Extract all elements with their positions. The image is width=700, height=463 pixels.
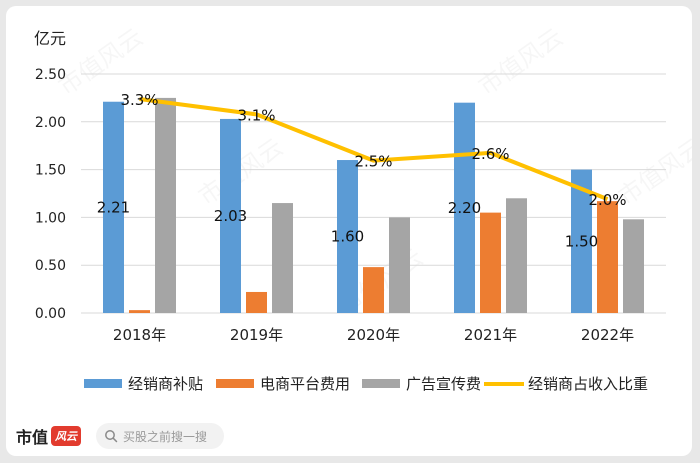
y-unit-label: 亿元 [34,29,66,48]
watermark-text: 市值风云 [473,23,568,101]
data-label: 2.20 [448,199,481,217]
bar-2 [597,201,618,313]
x-tick-label: 2022年 [581,326,634,344]
legend-label: 经销商占收入比重 [528,375,648,393]
bar-3 [389,217,410,313]
bar-3 [272,203,293,313]
data-label: 2.21 [97,198,130,216]
search-box[interactable]: 买股之前搜一搜 [96,423,224,449]
legend-swatch [216,379,254,388]
bar-3 [155,97,176,314]
bar-1 [571,169,592,313]
bar-1 [103,101,124,313]
bar-2 [480,212,501,313]
y-tick-label: 0.50 [35,258,66,274]
line-label: 2.5% [354,153,392,171]
y-tick-label: 2.00 [35,115,66,131]
legend-swatch [362,379,400,388]
x-tick-label: 2019年 [230,326,283,344]
data-label: 1.50 [565,232,598,250]
bar-2 [129,310,150,313]
footer-bar: 市值 风云 买股之前搜一搜 [6,418,692,454]
bar-2 [363,267,384,313]
y-tick-label: 2.50 [35,67,66,83]
data-label: 2.03 [214,207,247,225]
y-tick-label: 0.00 [35,306,66,322]
chart: 市值风云市值风云市值风云市值风云市值风云亿元0.000.501.001.502.… [34,23,666,393]
line-series [139,97,609,201]
search-icon [105,430,118,443]
x-tick-label: 2020年 [347,326,400,344]
bar-3 [623,219,644,313]
line-label: 3.3% [120,91,158,109]
logo-text: 市值 [16,428,49,447]
watermark-text: 市值风云 [53,23,148,101]
chart-card: 市值风云市值风云市值风云市值风云市值风云亿元0.000.501.001.502.… [6,6,692,456]
bar-1 [220,118,241,313]
data-label: 1.60 [331,228,364,246]
line-label: 3.1% [237,106,275,124]
bar-2 [246,291,267,313]
x-tick-label: 2021年 [464,326,517,344]
logo-badge: 风云 [51,426,82,446]
x-tick-label: 2018年 [113,326,166,344]
line-label: 2.0% [588,191,626,209]
bar-1 [337,160,358,313]
search-placeholder: 买股之前搜一搜 [123,429,208,444]
brand-logo[interactable]: 市值 风云 [16,424,82,448]
legend-label: 广告宣传费 [406,375,481,393]
line-label: 2.6% [471,145,509,163]
legend-label: 经销商补贴 [128,375,203,393]
legend-swatch [84,379,122,388]
y-tick-label: 1.00 [35,210,66,226]
y-tick-label: 1.50 [35,163,66,179]
legend-label: 电商平台费用 [260,375,350,393]
bar-3 [506,198,527,313]
